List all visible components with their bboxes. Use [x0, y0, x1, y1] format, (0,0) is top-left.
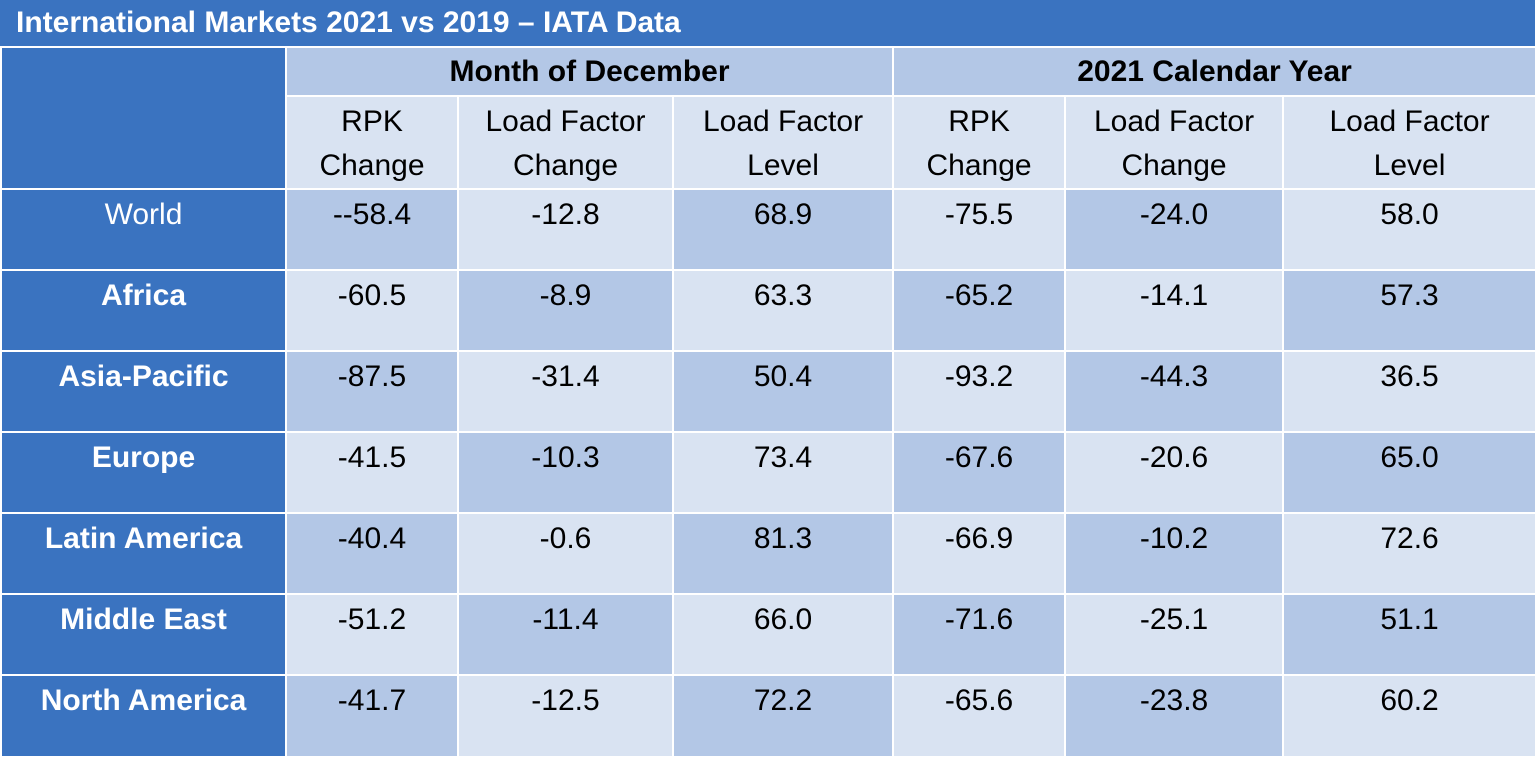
table-cell: 66.0: [671, 593, 895, 676]
row-header-region: Europe: [0, 431, 287, 514]
table-row: Asia-Pacific -87.5 -31.4 50.4 -93.2 -44.3 36.5: [0, 350, 1535, 433]
column-header: Load Factor Change: [1064, 95, 1285, 190]
row-header-region: Latin America: [0, 512, 287, 595]
table-cell: -31.4: [457, 350, 674, 433]
table-cell: 50.4: [671, 350, 895, 433]
table-cell: -25.1: [1064, 593, 1285, 676]
table-row: Africa -60.5 -8.9 63.3 -65.2 -14.1 57.3: [0, 269, 1535, 352]
row-header-region: Africa: [0, 269, 287, 352]
table-cell: 63.3: [671, 269, 895, 352]
column-header: Load Factor Level: [1282, 95, 1535, 190]
table-row: Europe -41.5 -10.3 73.4 -67.6 -20.6 65.0: [0, 431, 1535, 514]
row-header-region: World: [0, 188, 287, 271]
table-row: Middle East -51.2 -11.4 66.0 -71.6 -25.1 51.1: [0, 593, 1535, 676]
table-cell: 60.2: [1282, 674, 1535, 758]
corner-cell: [0, 46, 287, 190]
table-cell: -60.5: [285, 269, 459, 352]
table-cell: -12.8: [457, 188, 674, 271]
table-cell: -20.6: [1064, 431, 1285, 514]
table-row: World --58.4 -12.8 68.9 -75.5 -24.0 58.0: [0, 188, 1535, 271]
table-cell: -0.6: [457, 512, 674, 595]
table-cell: -14.1: [1064, 269, 1285, 352]
table-cell: -65.2: [892, 269, 1067, 352]
table-cell: 72.6: [1282, 512, 1535, 595]
table-cell: -23.8: [1064, 674, 1285, 758]
table-cell: 68.9: [671, 188, 895, 271]
row-header-region: Asia-Pacific: [0, 350, 287, 433]
group-header-calendar-year: 2021 Calendar Year: [892, 46, 1535, 97]
table-cell: -93.2: [892, 350, 1067, 433]
table-cell: 73.4: [671, 431, 895, 514]
table-cell: -41.5: [285, 431, 459, 514]
table-cell: -66.9: [892, 512, 1067, 595]
table-cell: -40.4: [285, 512, 459, 595]
table-cell: -41.7: [285, 674, 459, 758]
table-cell: -71.6: [892, 593, 1067, 676]
table-body: World --58.4 -12.8 68.9 -75.5 -24.0 58.0 Africa…: [0, 188, 1535, 758]
column-header: Load Factor Level: [671, 95, 895, 190]
table-cell: -65.6: [892, 674, 1067, 758]
row-header-region: Middle East: [0, 593, 287, 676]
table-cell: -87.5: [285, 350, 459, 433]
column-header: Load Factor Change: [457, 95, 674, 190]
table-cell: 36.5: [1282, 350, 1535, 433]
table-cell: -44.3: [1064, 350, 1285, 433]
table-row: Latin America -40.4 -0.6 81.3 -66.9 -10.2 72.6: [0, 512, 1535, 595]
row-header-region: North America: [0, 674, 287, 758]
table-cell: -10.3: [457, 431, 674, 514]
table-cell: -75.5: [892, 188, 1067, 271]
table-cell: 72.2: [671, 674, 895, 758]
table-cell: -10.2: [1064, 512, 1285, 595]
markets-table: Month of December 2021 Calendar Year RPK…: [0, 46, 1535, 758]
column-header: RPK Change: [285, 95, 459, 190]
table-cell: 51.1: [1282, 593, 1535, 676]
table-cell: 58.0: [1282, 188, 1535, 271]
table-title: International Markets 2021 vs 2019 – IAT…: [0, 0, 1535, 46]
table-cell: -24.0: [1064, 188, 1285, 271]
table-cell: -12.5: [457, 674, 674, 758]
table-row: North America -41.7 -12.5 72.2 -65.6 -23.8 60.…: [0, 674, 1535, 758]
table-cell: 81.3: [671, 512, 895, 595]
table-cell: -51.2: [285, 593, 459, 676]
table-cell: -67.6: [892, 431, 1067, 514]
table-cell: --58.4: [285, 188, 459, 271]
table-cell: 65.0: [1282, 431, 1535, 514]
column-header: RPK Change: [892, 95, 1067, 190]
group-header-december: Month of December: [284, 46, 895, 97]
table-cell: 57.3: [1282, 269, 1535, 352]
table-cell: -11.4: [457, 593, 674, 676]
table-cell: -8.9: [457, 269, 674, 352]
